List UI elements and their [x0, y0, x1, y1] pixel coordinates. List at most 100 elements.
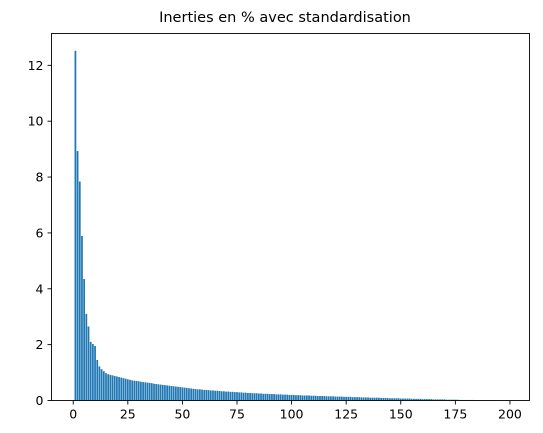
- bar: [297, 395, 299, 400]
- x-tick-label: 75: [229, 407, 245, 422]
- bar: [151, 383, 153, 400]
- bar: [280, 394, 282, 400]
- x-tick-label: 150: [389, 407, 413, 422]
- bar: [306, 395, 308, 400]
- bar: [116, 376, 118, 400]
- bar: [214, 391, 216, 401]
- bar: [265, 394, 267, 401]
- bar: [190, 388, 192, 400]
- bar: [328, 396, 330, 400]
- bar: [206, 390, 208, 401]
- bar: [341, 397, 343, 401]
- y-tick-label: 12: [28, 58, 44, 73]
- bar: [227, 392, 229, 401]
- bar: [221, 391, 223, 400]
- bar: [254, 393, 256, 400]
- bar: [107, 374, 109, 400]
- x-tick-label: 125: [334, 407, 358, 422]
- x-tick-label: 0: [69, 407, 77, 422]
- bar: [208, 390, 210, 400]
- plot-frame: [52, 34, 530, 401]
- bar: [286, 395, 288, 401]
- bar: [138, 381, 140, 400]
- y-tick-label: 4: [36, 281, 44, 296]
- bar: [350, 397, 352, 401]
- bar: [310, 396, 312, 401]
- bar: [234, 392, 236, 400]
- bar: [267, 394, 269, 401]
- bar: [177, 387, 179, 401]
- bar: [317, 396, 319, 400]
- bar: [109, 375, 111, 401]
- bar: [195, 389, 197, 400]
- bar: [304, 395, 306, 400]
- bar: [203, 390, 205, 401]
- bar: [308, 395, 310, 400]
- bar: [319, 396, 321, 400]
- bar: [188, 388, 190, 400]
- y-tick-label: 0: [36, 393, 44, 408]
- chart-title: Inerties en % avec standardisation: [159, 10, 411, 26]
- bar: [147, 383, 149, 401]
- bar: [103, 371, 105, 400]
- bar: [367, 397, 369, 400]
- bar: [83, 279, 85, 400]
- y-axis: 0 2 4 6 8 10 12: [28, 58, 52, 408]
- bar: [216, 391, 218, 401]
- bar: [129, 380, 131, 401]
- bar: [88, 326, 90, 400]
- bar: [199, 389, 201, 400]
- bar: [347, 397, 349, 401]
- bar: [278, 394, 280, 400]
- bar: [260, 394, 262, 401]
- bar: [321, 396, 323, 400]
- bar: [219, 391, 221, 400]
- bar: [302, 395, 304, 400]
- bar: [101, 369, 103, 400]
- bar: [249, 393, 251, 401]
- bar: [171, 386, 173, 401]
- bar: [258, 394, 260, 401]
- bar: [90, 342, 92, 401]
- y-tick-label: 10: [28, 114, 44, 129]
- bar: [155, 384, 157, 400]
- bar: [356, 397, 358, 400]
- bar: [79, 182, 81, 401]
- bar: [131, 380, 133, 400]
- bar: [262, 394, 264, 401]
- bar: [81, 236, 83, 401]
- bar: [149, 383, 151, 401]
- bar: [337, 397, 339, 401]
- bar: [323, 396, 325, 400]
- y-tick-label: 6: [36, 225, 44, 240]
- bar: [236, 392, 238, 400]
- bar: [99, 366, 101, 400]
- bar: [295, 395, 297, 400]
- bar: [142, 382, 144, 400]
- bar: [186, 388, 188, 401]
- bar: [175, 387, 177, 401]
- bar: [232, 392, 234, 401]
- bar: [230, 392, 232, 401]
- bar: [247, 393, 249, 401]
- bar: [144, 382, 146, 400]
- bar: [271, 394, 273, 400]
- bar: [118, 377, 120, 400]
- bar: [125, 379, 127, 401]
- bar: [96, 360, 98, 400]
- bar: [326, 396, 328, 400]
- bar: [223, 391, 225, 400]
- bar: [275, 394, 277, 400]
- bar: [75, 51, 77, 401]
- bar: [123, 378, 125, 400]
- bar: [158, 384, 160, 400]
- bar: [256, 393, 258, 400]
- bar: [168, 386, 170, 401]
- bar: [182, 387, 184, 400]
- bar: [153, 384, 155, 401]
- bar: [334, 397, 336, 401]
- bar: [212, 390, 214, 400]
- bar: [201, 390, 203, 401]
- bar: [133, 381, 135, 401]
